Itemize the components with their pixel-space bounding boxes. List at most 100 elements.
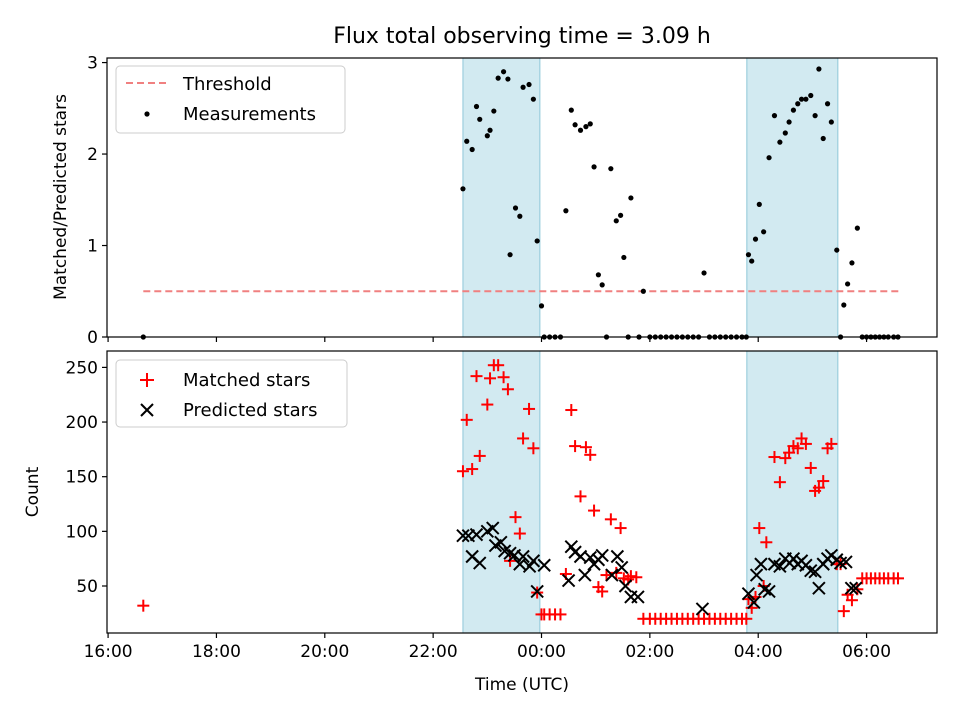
measurements-point: [798, 96, 805, 102]
measurements-point: [526, 81, 532, 88]
predicted-stars-point: [749, 568, 764, 582]
measurements-point: [520, 84, 526, 90]
matched-stars-point: [600, 569, 613, 582]
predicted-stars-point: [631, 590, 645, 604]
measurements-point: [464, 138, 470, 144]
measurements-point: [473, 103, 480, 110]
ratio-y-tick-label: 3: [87, 54, 98, 74]
measurements-point: [534, 238, 540, 244]
matched-stars-point: [574, 490, 587, 503]
measurements-point: [512, 205, 519, 211]
count-y-axis-label: Count: [23, 466, 43, 517]
matched-stars-point: [554, 608, 567, 621]
predicted-stars-point: [473, 556, 487, 570]
matched-stars-point: [484, 372, 497, 385]
predicted-stars-point: [804, 563, 818, 578]
predicted-stars-point: [537, 558, 551, 572]
ratio-legend: Threshold Measurements: [115, 65, 346, 134]
measurements-point: [538, 303, 545, 309]
ratio-y-tick-label: 1: [87, 237, 98, 257]
count-y-tick-label: 50: [76, 577, 98, 597]
x-tick-label: 04:00: [734, 642, 783, 662]
measurements-point: [828, 119, 834, 125]
measurements-point: [808, 92, 814, 99]
measurements-point: [505, 76, 511, 82]
x-tick-label: 06:00: [842, 642, 891, 662]
matched-stars-point: [614, 522, 627, 535]
measurements-point: [484, 133, 490, 139]
measurements-point: [583, 124, 589, 130]
matched-stars-point: [481, 398, 494, 411]
measurements-point: [608, 166, 614, 172]
matched-stars-point: [804, 461, 817, 474]
measurements-point: [595, 272, 601, 278]
measurements-point: [701, 270, 707, 276]
count-y-tick-label: 200: [66, 413, 98, 433]
measurements-point: [577, 127, 584, 133]
predicted-stars-point: [494, 535, 508, 549]
matched-stars-point: [799, 437, 812, 450]
measurements-point: [477, 116, 483, 122]
predicted-stars-point: [614, 560, 629, 575]
predicted-stars-point: [469, 527, 484, 542]
measurements-point: [745, 252, 752, 258]
measurements-point: [766, 155, 772, 161]
matched-stars-point: [742, 593, 755, 606]
measurements-point: [841, 302, 847, 308]
measurements-point: [491, 108, 497, 114]
predicted-stars-point: [503, 546, 517, 560]
legend-measurements-label: Measurements: [183, 104, 316, 125]
measurements-point: [618, 212, 624, 218]
x-tick-label: 20:00: [300, 642, 349, 662]
x-tick-label: 16:00: [84, 642, 133, 662]
matched-stars-point: [460, 413, 473, 426]
measurements-point: [854, 225, 860, 231]
figure-title: Flux total observing time = 3.09 h: [333, 24, 711, 49]
measurements-point: [628, 195, 634, 201]
x-axis-label: Time (UTC): [474, 675, 569, 695]
measurements-point: [613, 218, 619, 224]
predicted-stars-point: [747, 595, 761, 610]
measurements-point: [803, 96, 809, 102]
matched-stars-point: [604, 513, 617, 526]
count-y-tick-label: 250: [66, 358, 98, 378]
measurements-point: [752, 236, 759, 242]
matched-stars-point: [501, 383, 514, 396]
predicted-stars-point: [583, 550, 597, 565]
predicted-stars-point: [605, 568, 619, 582]
matched-stars-point: [523, 402, 536, 415]
predicted-stars-point: [530, 584, 544, 599]
measurements-point: [761, 229, 767, 235]
measurements-point: [469, 146, 475, 153]
matched-stars-point: [588, 504, 601, 517]
measurements-point: [640, 288, 646, 294]
matched-stars-point: [137, 599, 150, 612]
predicted-stars-point: [773, 559, 787, 574]
matched-stars-point: [569, 440, 582, 453]
matched-stars-point: [527, 442, 540, 455]
matched-stars-point: [579, 441, 592, 454]
predicted-stars-point: [618, 579, 633, 593]
x-tick-label: 18:00: [192, 642, 241, 662]
measurements-point: [587, 121, 593, 127]
matched-stars-point: [783, 446, 796, 459]
matched-stars-point: [825, 437, 838, 450]
predicted-stars-point: [758, 582, 772, 596]
legend-measurements-swatch: [144, 111, 150, 117]
measurements-point: [563, 208, 569, 214]
measurements-point: [749, 258, 755, 264]
matched-stars-point: [456, 465, 469, 478]
matched-stars-point: [509, 511, 522, 524]
measurements-point: [771, 113, 778, 119]
matched-stars-point: [845, 594, 858, 607]
measurements-point: [820, 135, 826, 142]
matched-stars-point: [473, 449, 486, 462]
measurements-point: [507, 252, 513, 258]
predicted-stars-point: [486, 521, 500, 535]
count-shaded-span-1: [746, 350, 839, 634]
measurements-point: [849, 260, 855, 266]
matched-stars-point: [584, 448, 597, 461]
matched-stars-point: [817, 475, 830, 488]
measurements-point: [816, 66, 822, 72]
